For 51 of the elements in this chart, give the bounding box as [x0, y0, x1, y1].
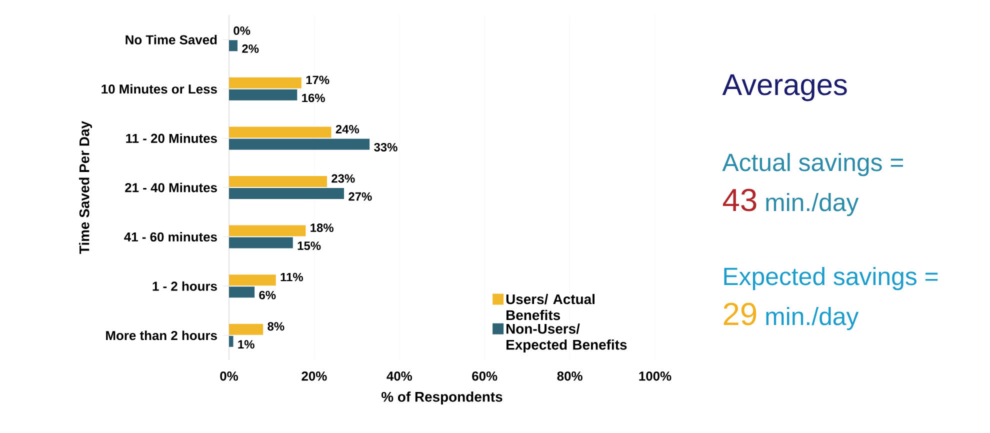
y-tick-label: 10 Minutes or Less: [102, 84, 217, 94]
bar: [229, 40, 238, 52]
data-label: 8%: [268, 322, 284, 331]
bar: [229, 89, 298, 100]
data-label: 11%: [280, 272, 304, 282]
legend-label: Users/ Actual Benefits: [506, 294, 594, 320]
legend-label: Non-Users/ Expected Benefits: [506, 324, 627, 352]
y-tick-label: 11 - 20 Minutes: [126, 133, 217, 143]
x-tick-label: 100%: [639, 372, 672, 381]
data-label: 24%: [336, 125, 360, 134]
data-label: 2%: [242, 44, 259, 53]
x-tick-label: 0%: [220, 372, 238, 381]
data-label: 27%: [348, 192, 372, 201]
text: min./day: [766, 306, 859, 330]
bar: [229, 138, 370, 150]
bar: [229, 77, 302, 88]
y-axis-title: Time Saved Per Day: [79, 121, 92, 254]
y-tick-label: 21 - 40 Minutes: [125, 182, 217, 192]
bar: [229, 126, 332, 138]
data-label: 0%: [234, 26, 250, 35]
data-label: 16%: [302, 94, 325, 102]
text: 43: [722, 188, 756, 212]
bar: [229, 188, 344, 200]
data-label: 17%: [306, 76, 330, 84]
y-tick-label: More than 2 hours: [106, 330, 217, 340]
x-tick-label: 20%: [302, 372, 327, 381]
bar: [229, 225, 306, 236]
text: min./day: [766, 192, 859, 216]
x-tick-label: 40%: [386, 372, 412, 381]
data-label: 1%: [238, 340, 254, 349]
y-tick-label: 41 - 60 minutes: [124, 232, 217, 242]
text: Expected savings =: [724, 266, 938, 290]
bar: [229, 286, 255, 298]
data-label: 33%: [374, 142, 398, 152]
data-label: 18%: [310, 224, 334, 232]
data-label: 15%: [298, 242, 321, 250]
bar: [229, 176, 327, 188]
data-label: 6%: [259, 290, 276, 300]
x-axis-title: % of Respondents: [382, 392, 502, 405]
bar: [229, 324, 264, 335]
bar: [229, 274, 276, 286]
x-tick-label: 80%: [557, 372, 582, 381]
y-tick-label: 1 - 2 hours: [152, 281, 217, 291]
text: Actual savings =: [722, 152, 903, 176]
text: Averages: [722, 74, 847, 102]
y-tick-label: No Time Saved: [126, 34, 217, 44]
data-label: 23%: [332, 174, 355, 183]
x-tick-label: 60%: [472, 372, 498, 381]
text: 29: [724, 302, 756, 326]
bar: [229, 336, 234, 347]
bar: [229, 237, 293, 248]
